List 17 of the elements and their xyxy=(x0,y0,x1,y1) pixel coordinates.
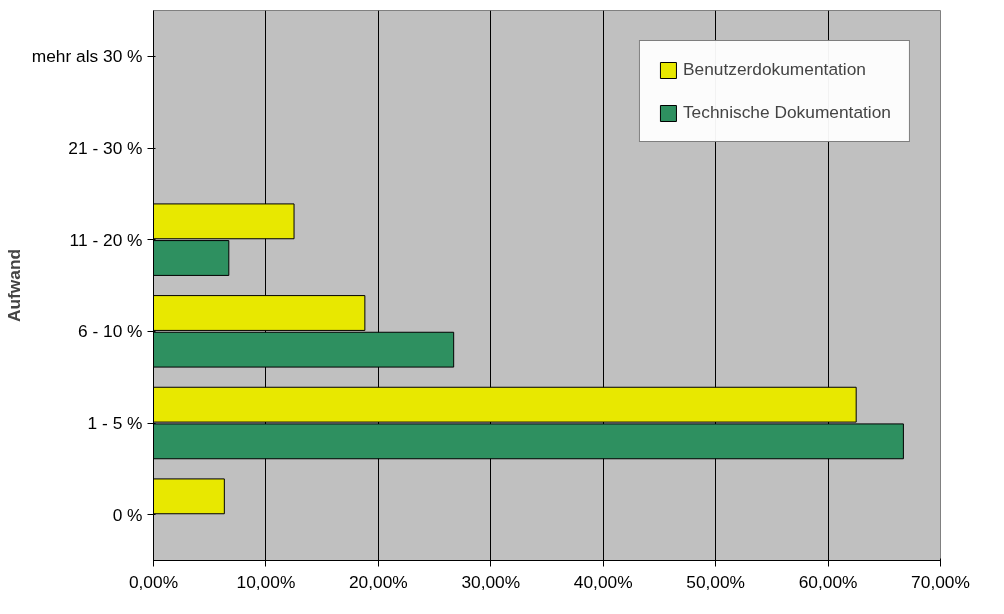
x-tick-label: 10,00% xyxy=(236,571,296,592)
y-tick-label: 21 - 30 % xyxy=(68,138,143,158)
y-tick-label: 6 - 10 % xyxy=(77,321,143,342)
x-tick-label: 30,00% xyxy=(461,571,521,592)
y-tick-label: mehr als 30 % xyxy=(31,46,143,67)
x-tick-label: 0,00% xyxy=(128,571,179,592)
x-tick-label: 40,00% xyxy=(573,571,633,592)
y-tick-label: 0 % xyxy=(112,504,143,525)
x-tick-label: 20,00% xyxy=(348,571,408,592)
x-tick-label: 50,00% xyxy=(686,571,746,592)
y-axis-title: Aufwand xyxy=(3,248,24,323)
x-tick-label: 70,00% xyxy=(911,571,970,592)
y-tick-label: 1 - 5 % xyxy=(87,413,143,433)
legend-label: Benutzerdokumentation xyxy=(682,59,866,80)
legend-label: Technische Dokumentation xyxy=(682,102,891,123)
x-tick-label: 60,00% xyxy=(798,571,858,592)
y-tick-label: 11 - 20 % xyxy=(69,229,143,250)
